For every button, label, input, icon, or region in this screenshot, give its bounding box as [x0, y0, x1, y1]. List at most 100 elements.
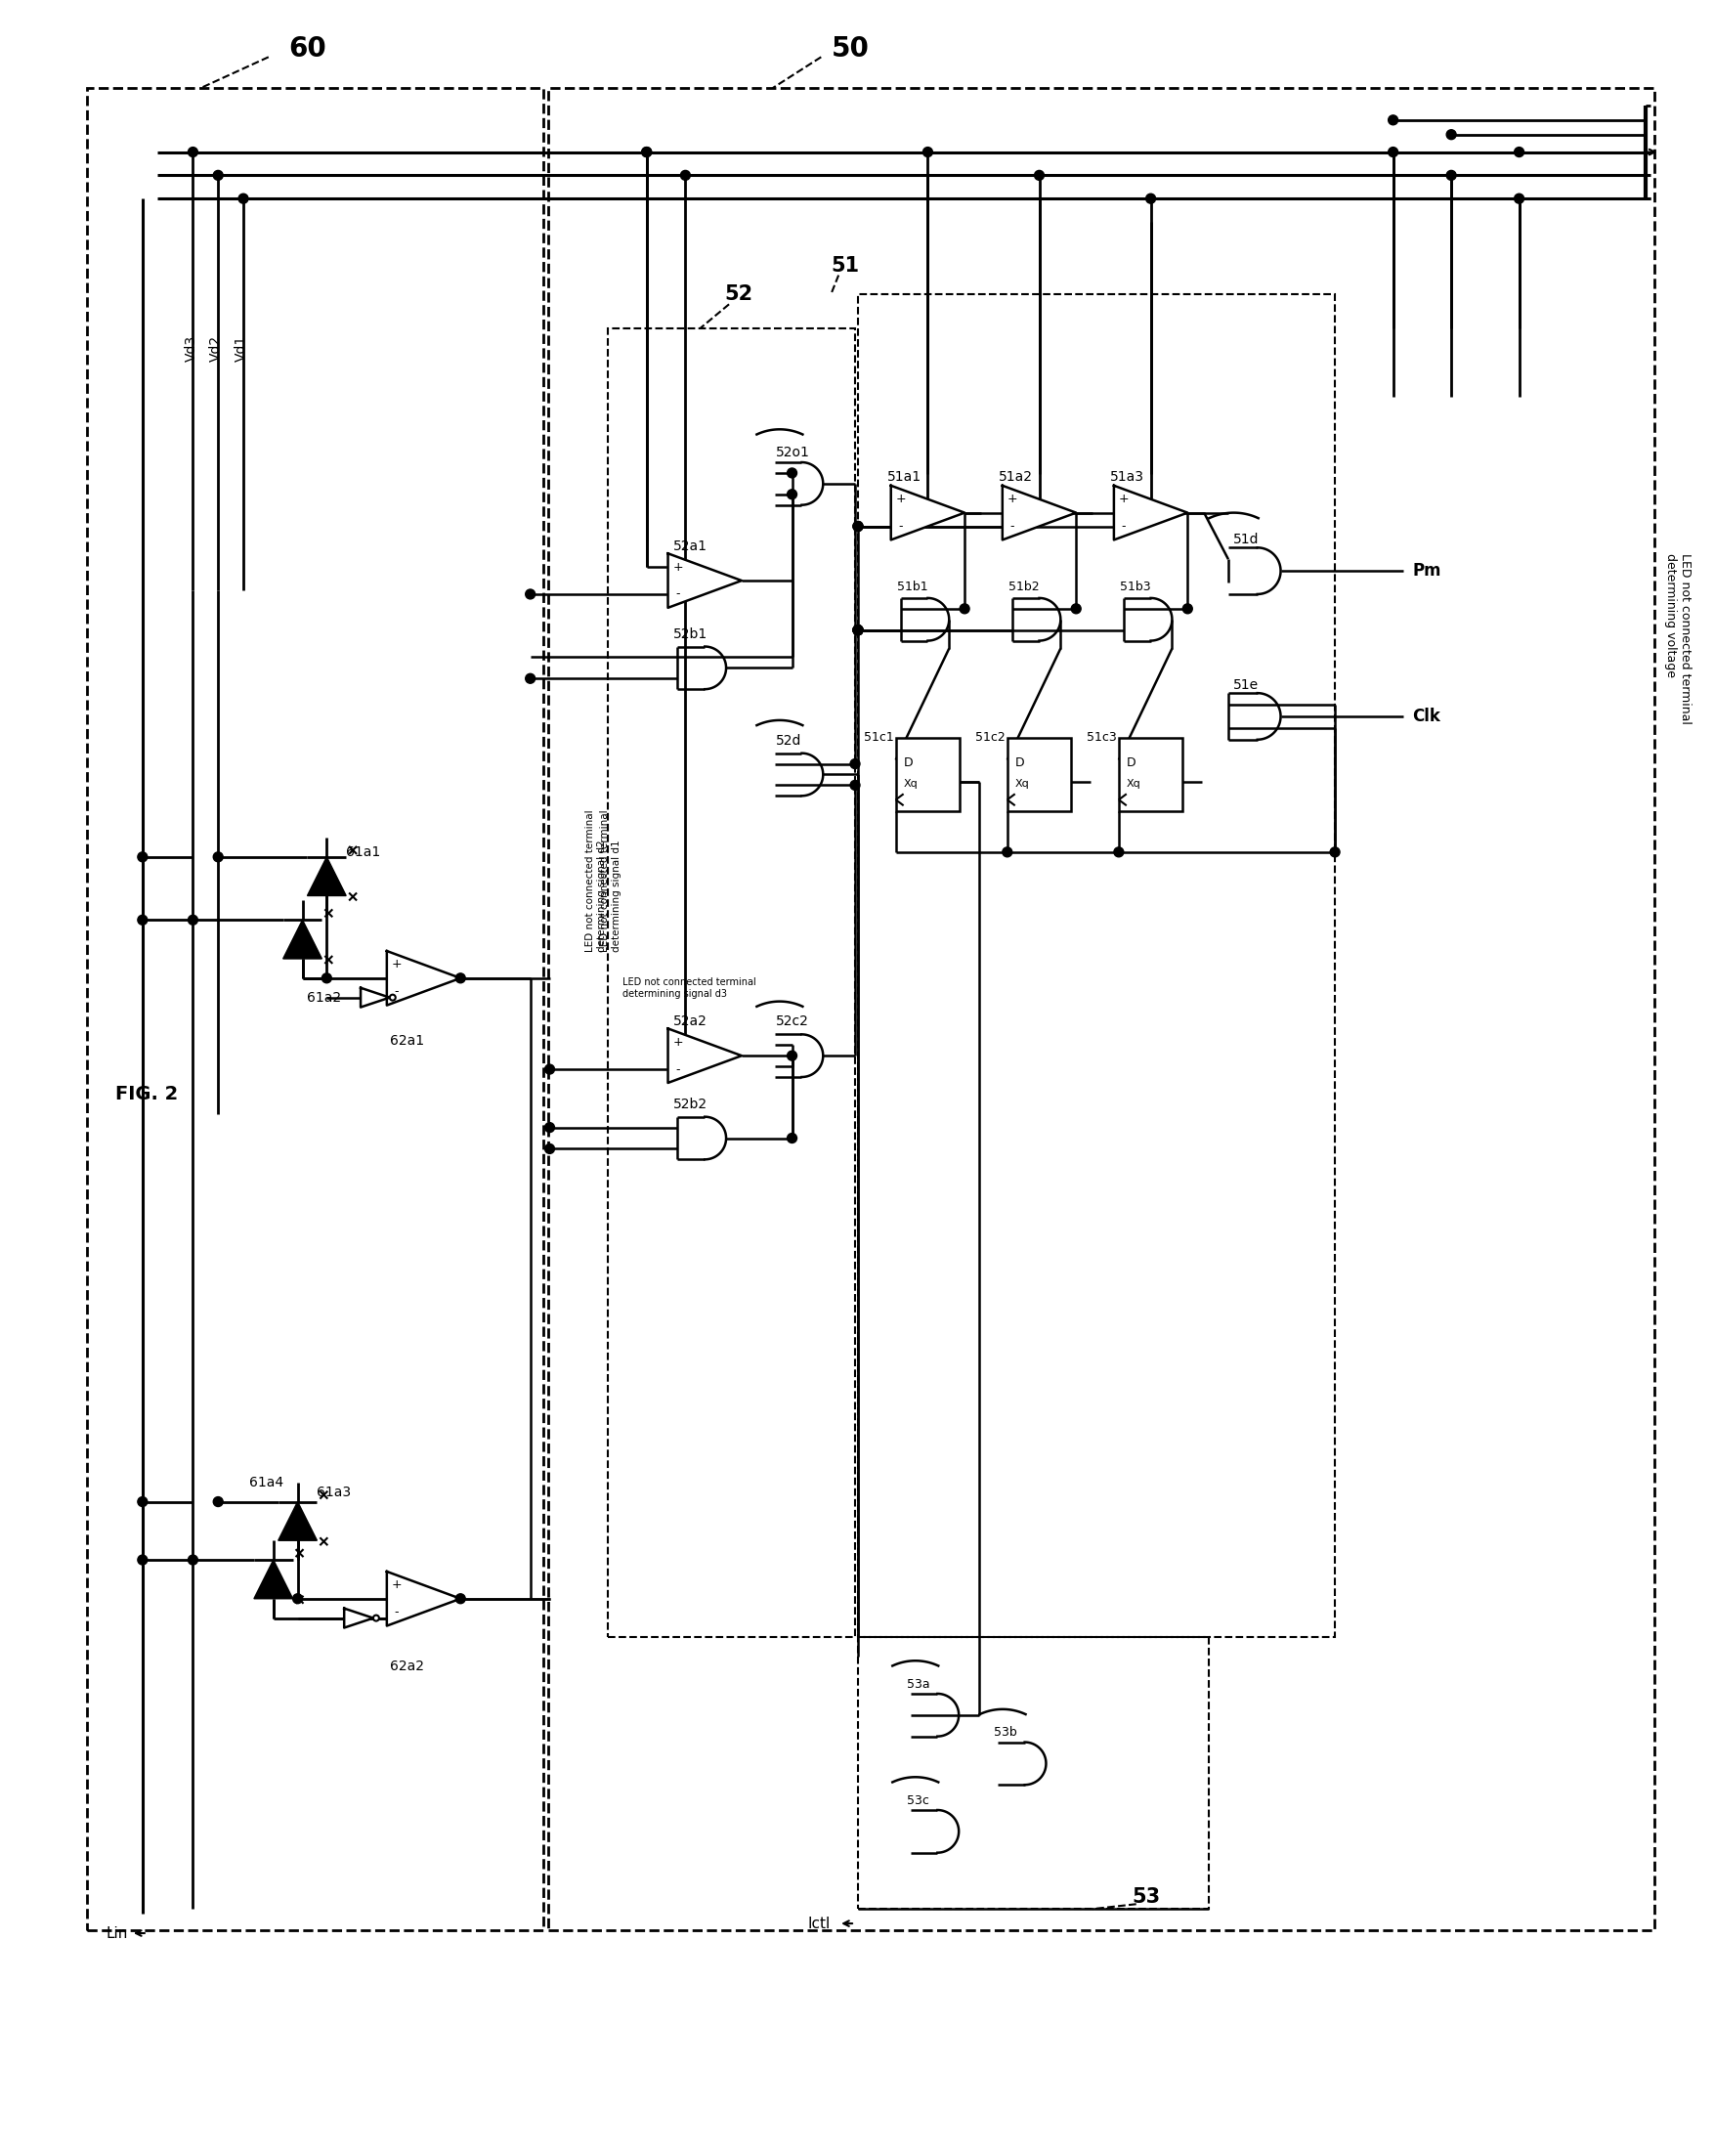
Polygon shape: [360, 987, 389, 1007]
Text: 53a: 53a: [907, 1677, 929, 1690]
Circle shape: [787, 489, 797, 500]
Bar: [87, 88, 543, 1930]
Text: 51c3: 51c3: [1087, 731, 1118, 744]
Bar: [859, 1636, 1208, 1908]
Circle shape: [545, 1065, 555, 1074]
Circle shape: [854, 625, 862, 634]
Circle shape: [854, 625, 862, 634]
Text: +: +: [1006, 494, 1018, 505]
Text: 51a2: 51a2: [999, 470, 1034, 483]
Text: 53c: 53c: [907, 1794, 929, 1807]
Text: +: +: [391, 1578, 401, 1591]
Bar: [1008, 737, 1071, 811]
Text: 51d: 51d: [1232, 533, 1260, 548]
Text: -: -: [1010, 520, 1015, 533]
Text: +: +: [895, 494, 905, 505]
Circle shape: [137, 1554, 147, 1565]
Polygon shape: [254, 1561, 293, 1598]
Text: Ictl: Ictl: [807, 1917, 831, 1932]
Circle shape: [137, 1496, 147, 1507]
Text: +: +: [391, 957, 401, 970]
Circle shape: [374, 1615, 379, 1621]
Bar: [1119, 737, 1183, 811]
Text: 52b2: 52b2: [674, 1097, 708, 1110]
Polygon shape: [387, 1572, 461, 1626]
Circle shape: [1447, 170, 1457, 181]
Bar: [896, 737, 960, 811]
Circle shape: [854, 522, 862, 530]
Text: Xq: Xq: [1126, 778, 1142, 789]
Circle shape: [137, 914, 147, 925]
Circle shape: [641, 147, 651, 157]
Polygon shape: [891, 485, 965, 539]
Text: -: -: [394, 1606, 399, 1619]
Text: 52c2: 52c2: [775, 1015, 809, 1028]
Circle shape: [137, 852, 147, 862]
Circle shape: [189, 914, 197, 925]
Text: Clk: Clk: [1412, 707, 1441, 724]
Circle shape: [854, 522, 862, 530]
Circle shape: [850, 780, 860, 789]
Bar: [608, 328, 855, 1636]
Circle shape: [322, 972, 331, 983]
Circle shape: [545, 1145, 555, 1153]
Polygon shape: [387, 951, 461, 1005]
Circle shape: [1114, 847, 1124, 856]
Circle shape: [787, 1134, 797, 1143]
Circle shape: [526, 673, 535, 683]
Text: -: -: [394, 985, 399, 998]
Text: Xq: Xq: [1015, 778, 1030, 789]
Circle shape: [545, 1123, 555, 1132]
Circle shape: [213, 1496, 223, 1507]
Text: Vd2: Vd2: [209, 334, 223, 362]
Circle shape: [238, 194, 249, 203]
Circle shape: [854, 625, 862, 634]
Text: Lin: Lin: [106, 1925, 129, 1940]
Text: 51a1: 51a1: [888, 470, 922, 483]
Text: +: +: [672, 1035, 682, 1048]
Circle shape: [854, 625, 862, 634]
Circle shape: [1003, 847, 1011, 856]
Circle shape: [389, 994, 396, 1000]
Bar: [548, 88, 1654, 1930]
Circle shape: [1447, 129, 1457, 140]
Text: -: -: [675, 1063, 680, 1076]
Text: 61a1: 61a1: [346, 845, 381, 858]
Text: 53b: 53b: [994, 1727, 1016, 1740]
Circle shape: [850, 759, 860, 770]
Circle shape: [680, 170, 691, 181]
Text: 61a2: 61a2: [307, 992, 341, 1005]
Text: 51b2: 51b2: [1008, 580, 1039, 593]
Text: -: -: [675, 589, 680, 602]
Text: D: D: [903, 757, 914, 770]
Text: 51: 51: [831, 257, 860, 276]
Text: 51b1: 51b1: [896, 580, 927, 593]
Polygon shape: [668, 1028, 742, 1082]
Text: 51e: 51e: [1232, 679, 1258, 692]
Text: 51a3: 51a3: [1111, 470, 1145, 483]
Circle shape: [213, 852, 223, 862]
Polygon shape: [345, 1608, 374, 1628]
Text: +: +: [1119, 494, 1130, 505]
Text: 52: 52: [725, 285, 752, 304]
Circle shape: [189, 147, 197, 157]
Text: +: +: [672, 561, 682, 573]
Polygon shape: [307, 856, 346, 895]
Text: 62a2: 62a2: [389, 1660, 423, 1673]
Text: 52b1: 52b1: [674, 627, 708, 640]
Text: 51b3: 51b3: [1119, 580, 1150, 593]
Text: 61a4: 61a4: [249, 1475, 283, 1490]
Text: 52a1: 52a1: [674, 539, 706, 554]
Text: LED not connected terminal
determining voltage: LED not connected terminal determining v…: [1664, 554, 1692, 724]
Circle shape: [1147, 194, 1155, 203]
Circle shape: [526, 589, 535, 599]
Circle shape: [854, 522, 862, 530]
Polygon shape: [1114, 485, 1188, 539]
Circle shape: [787, 1050, 797, 1061]
Circle shape: [1388, 114, 1399, 125]
Text: LED not connected terminal
determining signal d3: LED not connected terminal determining s…: [622, 977, 756, 998]
Text: 53: 53: [1131, 1886, 1160, 1908]
Circle shape: [1071, 604, 1082, 614]
Circle shape: [1330, 847, 1340, 856]
Text: 51c2: 51c2: [975, 731, 1006, 744]
